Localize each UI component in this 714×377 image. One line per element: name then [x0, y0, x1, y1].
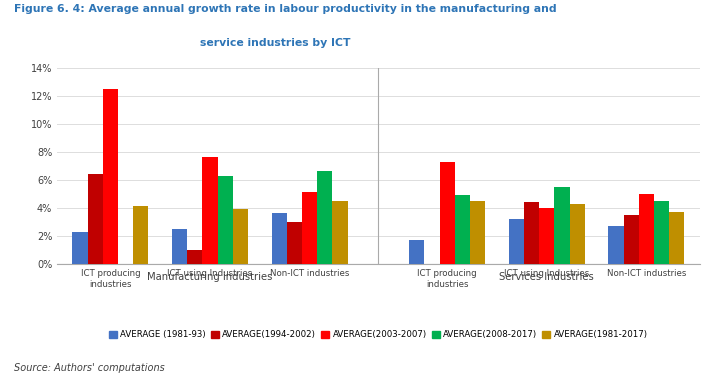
Bar: [455, 195, 470, 264]
Bar: [172, 229, 187, 264]
Bar: [539, 208, 555, 264]
Bar: [333, 201, 348, 264]
Bar: [623, 215, 639, 264]
Legend: AVERAGE (1981-93), AVERAGE(1994-2002), AVERAGE(2003-2007), AVERAGE(2008-2017), A: AVERAGE (1981-93), AVERAGE(1994-2002), A…: [106, 327, 651, 343]
Text: Source: Authors' computations: Source: Authors' computations: [14, 363, 165, 373]
Bar: [470, 201, 486, 264]
Bar: [654, 201, 669, 264]
Bar: [509, 219, 524, 264]
Bar: [302, 193, 317, 264]
Bar: [287, 222, 302, 264]
Bar: [555, 187, 570, 264]
Bar: [202, 158, 218, 264]
Bar: [88, 174, 103, 264]
Bar: [187, 250, 202, 264]
Bar: [440, 162, 455, 264]
Bar: [409, 240, 424, 264]
Bar: [524, 202, 539, 264]
Bar: [639, 194, 654, 264]
Text: Services Industries: Services Industries: [500, 272, 594, 282]
Text: service industries by ICT: service industries by ICT: [200, 38, 351, 48]
Bar: [233, 209, 248, 264]
Bar: [134, 207, 149, 264]
Bar: [218, 176, 233, 264]
Text: Figure 6. 4: Average annual growth rate in labour productivity in the manufactur: Figure 6. 4: Average annual growth rate …: [14, 4, 557, 14]
Bar: [317, 172, 333, 264]
Bar: [72, 232, 88, 264]
Bar: [271, 213, 287, 264]
Bar: [669, 212, 685, 264]
Bar: [103, 89, 118, 264]
Bar: [608, 226, 623, 264]
Bar: [570, 204, 585, 264]
Text: Manufacturing industries: Manufacturing industries: [147, 272, 273, 282]
